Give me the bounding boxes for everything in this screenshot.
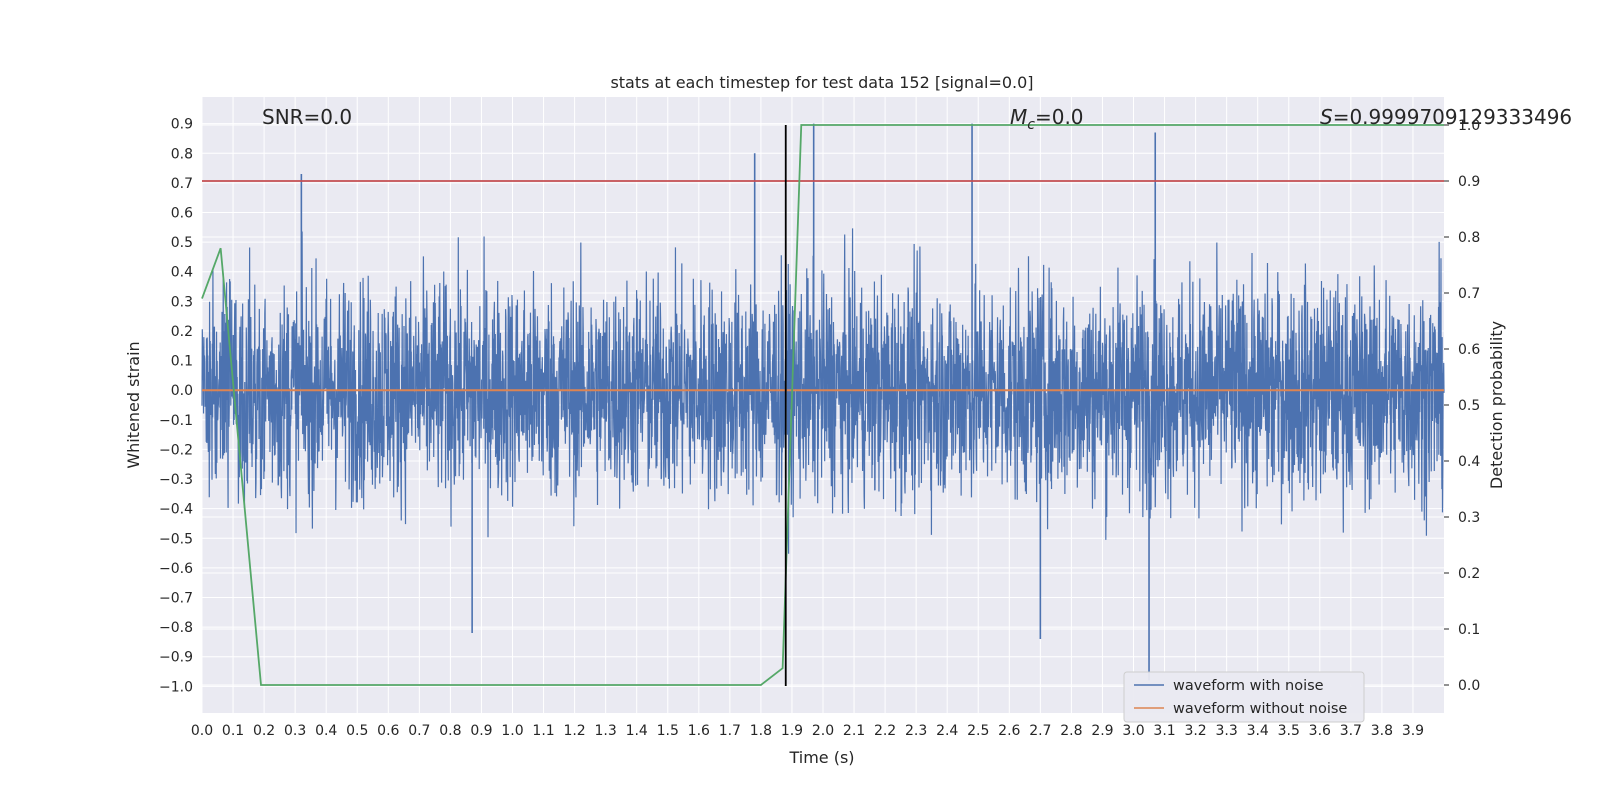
- annotation-mc-symbol: M: [1010, 105, 1027, 129]
- x-tick-label: 2.7: [1029, 723, 1051, 739]
- y-tick-label-left: −1.0: [159, 679, 193, 695]
- annotation-s: S=0.9999709129333496: [1320, 105, 1572, 129]
- x-tick-label: 2.0: [812, 723, 834, 739]
- x-tick-label: 0.9: [470, 723, 492, 739]
- x-tick-label: 3.6: [1309, 723, 1331, 739]
- legend-box: [1123, 671, 1365, 723]
- x-tick-label: 0.6: [377, 723, 399, 739]
- annotation-mc-sub: c: [1027, 117, 1035, 133]
- x-tick-label: 0.2: [253, 723, 275, 739]
- annotation-snr: SNR=0.0: [262, 105, 352, 129]
- x-tick-label: 1.9: [781, 723, 803, 739]
- x-tick-label: 0.1: [222, 723, 244, 739]
- chart-title: stats at each timestep for test data 152…: [610, 73, 1033, 92]
- y-tick-label-left: −0.5: [159, 531, 193, 547]
- y-tick-label-left: 0.0: [171, 383, 193, 399]
- x-tick-label: 0.3: [284, 723, 306, 739]
- legend-label-noise: waveform with noise: [1173, 678, 1324, 694]
- y-tick-label-right: 1.0: [1458, 118, 1480, 134]
- x-tick-label: 2.4: [936, 723, 958, 739]
- x-tick-label: 3.7: [1340, 723, 1362, 739]
- x-tick-label: 2.1: [843, 723, 865, 739]
- x-axis-label: Time (s): [788, 748, 854, 767]
- y-tick-label-right: 0.4: [1458, 454, 1480, 470]
- series-line-noise: [201, 228, 1445, 554]
- x-tick-label: 2.2: [874, 723, 896, 739]
- x-tick-label: 2.6: [998, 723, 1020, 739]
- y-tick-label-left: 0.4: [171, 265, 193, 281]
- y-tick-label-right: 0.1: [1458, 622, 1480, 638]
- x-tick-label: 0.0: [191, 723, 213, 739]
- y-tick-label-left: −0.7: [159, 591, 193, 607]
- y-axis-label-left: Whitened strain: [124, 341, 143, 468]
- y-tick-label-left: 0.5: [171, 235, 193, 251]
- x-tick-label: 3.0: [1122, 723, 1144, 739]
- y-tick-label-right: 0.3: [1458, 510, 1480, 526]
- x-tick-label: 3.8: [1371, 723, 1393, 739]
- x-tick-label: 0.8: [439, 723, 461, 739]
- x-tick-label: 1.4: [626, 723, 648, 739]
- x-tick-label: 2.8: [1060, 723, 1082, 739]
- x-tick-label: 3.1: [1153, 723, 1175, 739]
- series-line-probability: [201, 124, 1444, 686]
- y-tick-label-right: 0.5: [1458, 398, 1480, 414]
- annotation-s-value: =0.9999709129333496: [1333, 105, 1572, 129]
- y-tick-label-left: 0.9: [171, 117, 193, 133]
- x-tick-label: 1.0: [501, 723, 523, 739]
- x-tick-label: 3.4: [1247, 723, 1269, 739]
- y-tick-label-right: 0.8: [1458, 230, 1480, 246]
- y-tick-label-left: −0.6: [159, 561, 193, 577]
- x-tick-label: 1.5: [657, 723, 679, 739]
- annotation-mc-value: =0.0: [1035, 105, 1084, 129]
- y-tick-labels-right: 0.0 0.1 0.2 0.3 0.4 0.5 0.6 0.7 0.8 0.9 1.0: [1444, 118, 1480, 694]
- y-tick-label-left: 0.6: [171, 206, 193, 222]
- y-tick-label-right: 0.7: [1458, 286, 1480, 302]
- x-tick-label: 1.8: [750, 723, 772, 739]
- x-tick-label: 0.5: [346, 723, 368, 739]
- x-tick-label: 1.6: [688, 723, 710, 739]
- x-tick-label: 0.4: [315, 723, 337, 739]
- x-tick-label: 1.7: [719, 723, 741, 739]
- y-tick-label-left: 0.2: [171, 324, 193, 340]
- x-tick-label: 1.3: [595, 723, 617, 739]
- x-tick-label: 3.2: [1184, 723, 1206, 739]
- y-tick-label-right: 0.6: [1458, 342, 1480, 358]
- legend: waveform with noise waveform without noi…: [1123, 671, 1365, 723]
- x-tick-label: 2.5: [967, 723, 989, 739]
- annotation-s-symbol: S: [1320, 105, 1333, 129]
- x-tick-label: 0.7: [408, 723, 430, 739]
- x-tick-label: 1.1: [532, 723, 554, 739]
- x-tick-label: 3.9: [1402, 723, 1424, 739]
- y-tick-label-left: 0.8: [171, 146, 193, 162]
- y-tick-label-right: 0.9: [1458, 174, 1480, 190]
- y-tick-labels-left: −1.0 −0.9 −0.8 −0.7 −0.6 −0.5 −0.4 −0.3 −0.2 −0.1…: [159, 117, 193, 696]
- y-tick-label-left: 0.3: [171, 294, 193, 310]
- x-tick-label: 2.9: [1091, 723, 1113, 739]
- x-tick-label: 1.2: [563, 723, 585, 739]
- x-tick-labels: 0.0 0.1 0.2 0.3 0.4 0.5 0.6 0.7 0.8 0.9 1.0 1.1 1.2 1…: [191, 723, 1424, 739]
- y-tick-label-right: 0.2: [1458, 566, 1480, 582]
- x-tick-label: 2.3: [905, 723, 927, 739]
- y-tick-label-left: −0.9: [159, 650, 193, 666]
- y-tick-label-left: 0.7: [171, 176, 193, 192]
- y-axis-label-right: Detection probability: [1487, 321, 1506, 489]
- x-tick-label: 3.3: [1216, 723, 1238, 739]
- y-tick-label-left: −0.2: [159, 442, 193, 458]
- series-waveform-with-noise: [201, 123, 1445, 681]
- y-tick-label-left: −0.8: [159, 620, 193, 636]
- annotation-mc: Mc=0.0: [1010, 105, 1084, 133]
- y-tick-label-left: −0.1: [159, 413, 193, 429]
- overlay-lines: [201, 124, 1444, 686]
- y-tick-label-left: 0.1: [171, 354, 193, 370]
- legend-label-clean: waveform without noise: [1173, 701, 1347, 717]
- y-tick-label-left: −0.3: [159, 472, 193, 488]
- series-extremes-noise: [300, 123, 1157, 681]
- y-tick-label-left: −0.4: [159, 502, 193, 518]
- y-tick-label-right: 0.0: [1458, 678, 1480, 694]
- x-tick-label: 3.5: [1278, 723, 1300, 739]
